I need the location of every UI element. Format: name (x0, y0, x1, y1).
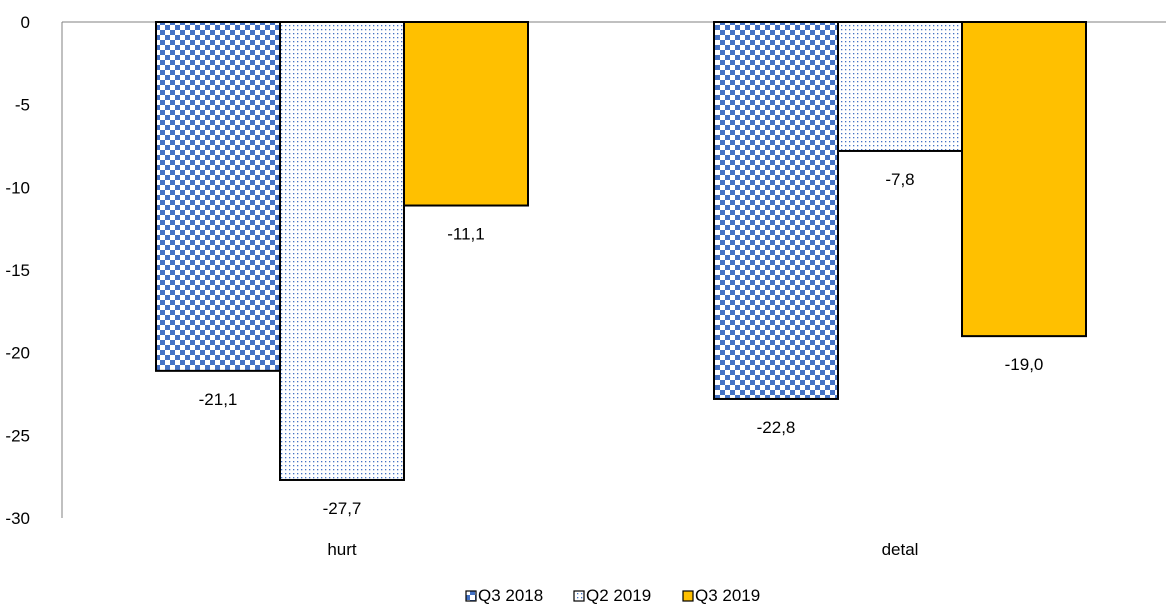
data-label: -11,1 (447, 225, 485, 244)
bars (155, 21, 1087, 481)
bar (713, 21, 839, 400)
legend-swatch (682, 590, 694, 602)
legend-label: Q2 2019 (586, 586, 651, 605)
legend-swatch (465, 590, 477, 602)
y-tick-label: -25 (5, 426, 30, 445)
y-tick-label: -15 (5, 261, 30, 280)
y-tick-label: -10 (5, 178, 30, 197)
y-tick-label: -30 (5, 509, 30, 528)
bar (403, 21, 529, 207)
x-axis-categories: hurt detal (327, 540, 918, 559)
legend-swatch (573, 590, 585, 602)
legend-label: Q3 2018 (478, 586, 543, 605)
y-tick-label: -5 (15, 96, 30, 115)
category-label: hurt (327, 540, 357, 559)
data-labels: -21,1 -27,7 -11,1 -22,8 -7,8 -19,0 (199, 170, 1044, 518)
y-tick-label: 0 (21, 13, 30, 32)
bar (279, 21, 405, 481)
data-label: -21,1 (199, 390, 238, 409)
data-label: -19,0 (1005, 355, 1044, 374)
legend: Q3 2018 Q2 2019 Q3 2019 (465, 586, 760, 605)
bar (961, 21, 1087, 338)
y-tick-label: -20 (5, 344, 30, 363)
legend-label: Q3 2019 (695, 586, 760, 605)
bar (837, 21, 963, 152)
data-label: -27,7 (323, 499, 362, 518)
data-label: -7,8 (885, 170, 914, 189)
category-label: detal (882, 540, 919, 559)
bar (155, 21, 281, 372)
data-label: -22,8 (757, 418, 796, 437)
